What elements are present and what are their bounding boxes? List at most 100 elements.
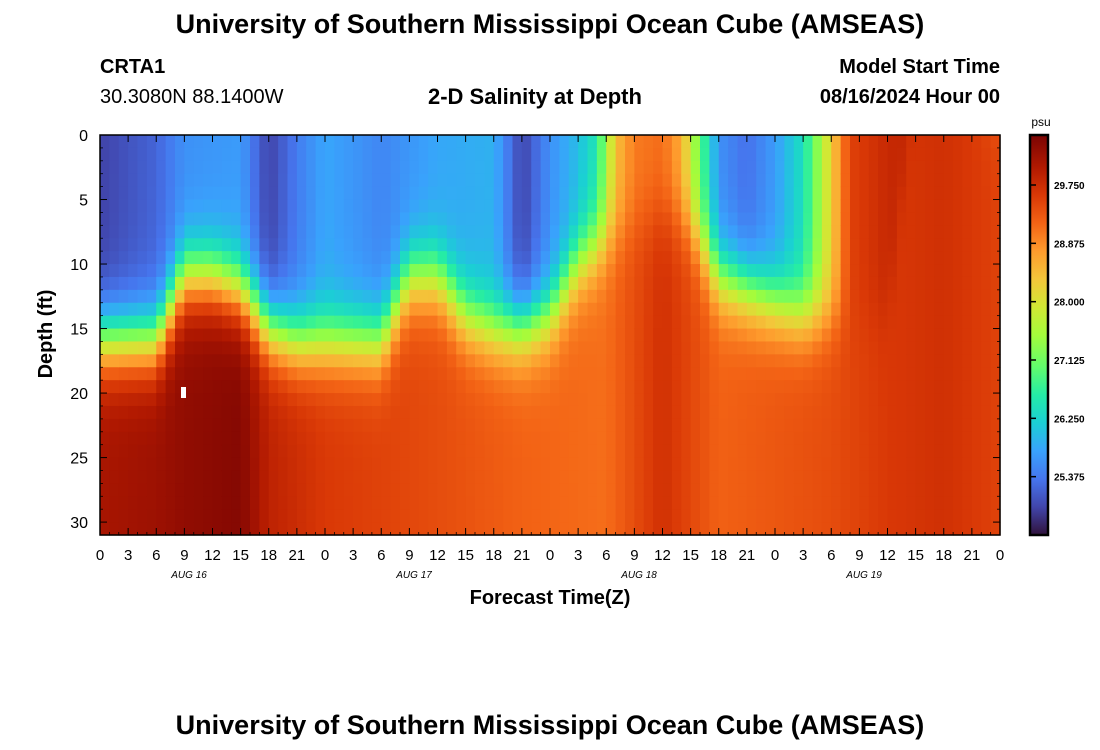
heatmap-cell: [231, 341, 242, 355]
heatmap-cell: [728, 276, 739, 291]
heatmap-cell: [953, 367, 964, 381]
heatmap-cell: [831, 328, 842, 343]
heatmap-cell: [643, 186, 654, 201]
heatmap-cell: [409, 496, 420, 510]
heatmap-cell: [371, 509, 382, 523]
heatmap-cell: [878, 199, 889, 214]
heatmap-cell: [334, 522, 345, 536]
heatmap-cell: [446, 276, 457, 291]
heatmap-cell: [821, 354, 832, 368]
heatmap-cell: [953, 380, 964, 394]
heatmap-cell: [137, 135, 148, 149]
heatmap-cell: [109, 405, 120, 420]
heatmap-cell: [681, 328, 692, 343]
heatmap-cell: [212, 212, 223, 226]
heatmap-cell: [990, 199, 1001, 214]
heatmap-cell: [578, 315, 589, 330]
heatmap-cell: [925, 509, 935, 523]
heatmap-cell: [878, 380, 889, 394]
heatmap-cell: [221, 354, 232, 368]
heatmap-cell: [118, 393, 129, 407]
heatmap-cell: [981, 405, 992, 420]
heatmap-cell: [146, 393, 157, 407]
heatmap-cell: [212, 470, 223, 484]
heatmap-cell: [212, 225, 223, 239]
heatmap-cell: [446, 418, 457, 433]
heatmap-cell: [596, 186, 607, 201]
heatmap-cell: [184, 380, 195, 394]
heatmap-cell: [943, 302, 954, 317]
heatmap-cell: [231, 186, 242, 201]
heatmap-cell: [812, 289, 823, 304]
heatmap-cell: [550, 289, 560, 304]
heatmap-cell: [109, 444, 120, 459]
heatmap-cell: [578, 264, 589, 278]
heatmap-cell: [690, 264, 701, 278]
heatmap-cell: [446, 522, 457, 536]
heatmap-cell: [765, 393, 776, 407]
heatmap-cell: [353, 418, 364, 433]
heatmap-cell: [840, 405, 851, 420]
heatmap-cell: [428, 522, 439, 536]
heatmap-cell: [278, 212, 289, 226]
heatmap-cell: [503, 135, 514, 149]
heatmap-cell: [653, 199, 664, 214]
heatmap-cell: [109, 315, 120, 330]
heatmap-cell: [596, 212, 607, 226]
heatmap-cell: [203, 328, 214, 343]
y-tick-label: 30: [70, 515, 88, 532]
heatmap-cell: [240, 522, 251, 536]
heatmap-cell: [400, 405, 410, 420]
heatmap-cell: [550, 341, 560, 355]
heatmap-cell: [925, 328, 935, 343]
heatmap-cell: [746, 186, 757, 201]
heatmap-cell: [765, 354, 776, 368]
heatmap-cell: [109, 418, 120, 433]
heatmap-cell: [381, 341, 392, 355]
heatmap-cell: [137, 186, 148, 201]
heatmap-cell: [231, 522, 242, 536]
heatmap-cell: [831, 212, 842, 226]
heatmap-cell: [690, 276, 701, 291]
heatmap-cell: [625, 199, 635, 214]
heatmap-cell: [371, 367, 382, 381]
heatmap-cell: [353, 367, 364, 381]
heatmap-cell: [493, 276, 504, 291]
heatmap-cell: [793, 418, 804, 433]
heatmap-cell: [465, 315, 476, 330]
heatmap-cell: [990, 483, 1001, 497]
heatmap-cell: [109, 160, 120, 175]
heatmap-cell: [353, 135, 364, 149]
heatmap-cell: [250, 444, 260, 459]
heatmap-cell: [587, 328, 598, 343]
heatmap-cell: [690, 251, 701, 265]
heatmap-cell: [503, 354, 514, 368]
heatmap-cell: [971, 135, 982, 149]
heatmap-cell: [156, 135, 167, 149]
heatmap-cell: [156, 264, 167, 278]
heatmap-cell: [250, 147, 260, 162]
heatmap-cell: [831, 199, 842, 214]
heatmap-cell: [193, 225, 204, 239]
heatmap-cell: [953, 135, 964, 149]
heatmap-cell: [503, 328, 514, 343]
heatmap-cell: [821, 470, 832, 484]
heatmap-cell: [278, 276, 289, 291]
heatmap-cell: [203, 135, 214, 149]
heatmap-cell: [446, 302, 457, 317]
heatmap-cell: [446, 173, 457, 188]
heatmap-cell: [268, 238, 279, 252]
heatmap-cell: [409, 264, 420, 278]
heatmap-cell: [850, 225, 860, 239]
heatmap-cell: [156, 522, 167, 536]
heatmap-cell: [690, 199, 701, 214]
heatmap-cell: [128, 405, 139, 420]
heatmap-cell: [775, 251, 785, 265]
heatmap-cell: [943, 380, 954, 394]
heatmap-cell: [953, 444, 964, 459]
heatmap-cell: [868, 276, 879, 291]
heatmap-cell: [240, 393, 251, 407]
heatmap-cell: [943, 289, 954, 304]
heatmap-cell: [878, 522, 889, 536]
y-tick-label: 0: [79, 128, 88, 145]
